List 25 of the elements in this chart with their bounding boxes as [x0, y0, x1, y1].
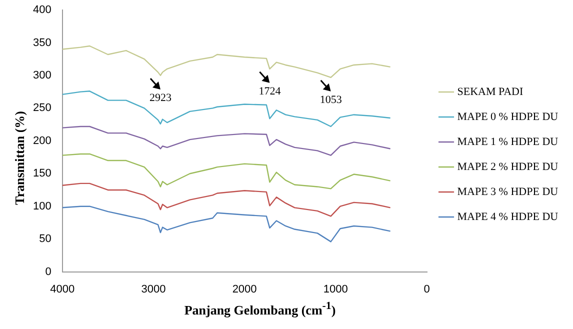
y-tick-label: 100	[32, 200, 52, 212]
x-tick-label: 2000	[232, 283, 257, 296]
annotation: 1053	[320, 94, 342, 106]
y-tick-label: 150	[32, 168, 52, 180]
legend-label: MAPE 1 % HDPE DU	[457, 136, 558, 148]
y-tick-label: 200	[32, 134, 52, 147]
annotation: 2923	[149, 92, 172, 104]
x-axis-title: Panjang Gelombang (cm$^{-1}$)	[183, 300, 337, 318]
x-tick-label: 4000	[50, 283, 75, 296]
y-tick-label: 250	[32, 102, 52, 114]
y-tick-label: 350	[32, 36, 52, 49]
legend-label: MAPE 4 % HDPE DU	[457, 210, 558, 223]
x-tick-label: 3000	[141, 283, 166, 296]
y-tick-label: 300	[32, 69, 52, 82]
legend-label: MAPE 3 % HDPE DU	[457, 186, 558, 198]
legend-label: SEKAM PADI	[457, 86, 524, 98]
x-tick-label: 1000	[323, 283, 348, 296]
y-tick-label: 400	[32, 4, 52, 16]
legend-label: MAPE 0 % HDPE DU	[457, 110, 558, 123]
y-tick-label: 0	[45, 266, 52, 278]
legend-label: MAPE 2 % HDPE DU	[457, 160, 558, 173]
annotation: 1724	[258, 85, 282, 98]
x-tick-label: 0	[424, 283, 430, 296]
y-tick-label: 50	[39, 233, 52, 246]
y-axis-title: Transmittan (%)	[12, 110, 28, 208]
